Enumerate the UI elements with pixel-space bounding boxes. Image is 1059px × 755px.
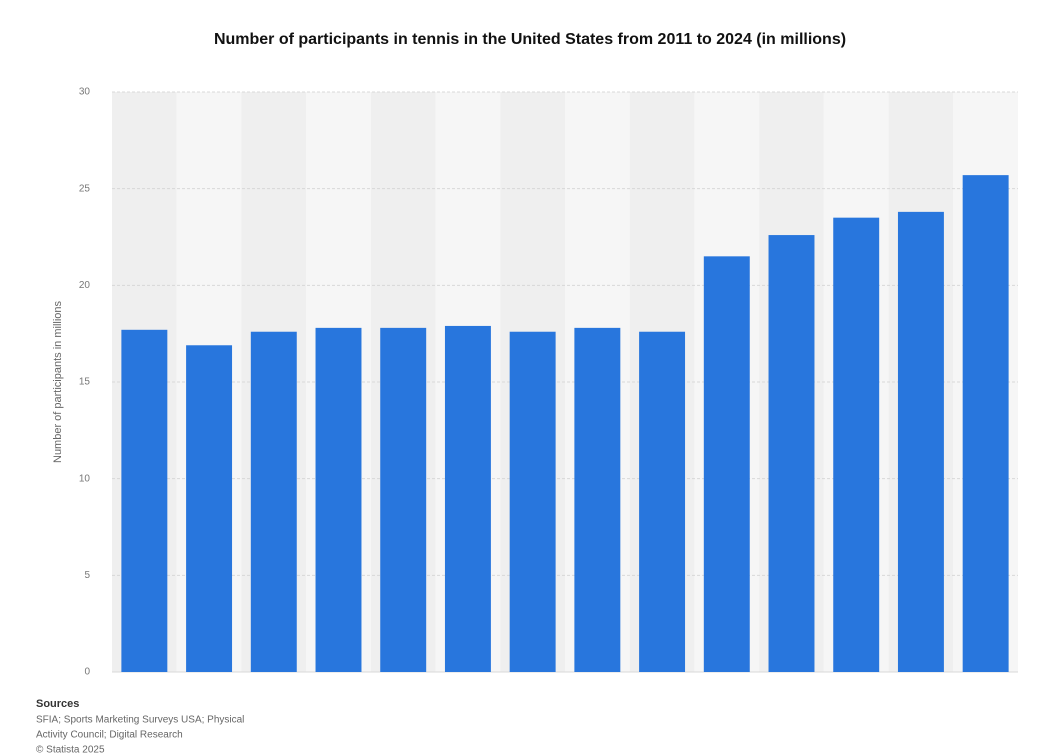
y-tick-label: 10	[79, 473, 91, 484]
y-tick-label: 15	[79, 377, 91, 388]
bar	[703, 256, 750, 672]
bar	[509, 331, 556, 672]
y-tick-label: 25	[79, 183, 91, 194]
bar	[639, 331, 686, 672]
bar	[315, 327, 362, 672]
bar	[833, 217, 880, 672]
y-axis-label: Number of participants in millions	[52, 300, 64, 463]
bar	[121, 329, 168, 672]
y-tick-label: 0	[84, 667, 90, 678]
bar	[250, 331, 297, 672]
y-tick-label: 5	[84, 570, 90, 581]
bar	[444, 325, 491, 672]
source-heading: Sources	[36, 698, 79, 710]
bar	[380, 327, 427, 672]
bar	[186, 345, 233, 672]
chart-title: Number of participants in tennis in the …	[214, 31, 846, 48]
source-line: SFIA; Sports Marketing Surveys USA; Phys…	[36, 715, 244, 726]
bar	[897, 211, 944, 672]
y-tick-label: 30	[79, 87, 91, 98]
bar	[962, 175, 1009, 672]
y-tick-label: 20	[79, 280, 91, 291]
bar	[574, 327, 621, 672]
bar	[768, 235, 815, 673]
source-line: Activity Council; Digital Research	[36, 730, 183, 741]
source-line: © Statista 2025	[36, 745, 105, 755]
